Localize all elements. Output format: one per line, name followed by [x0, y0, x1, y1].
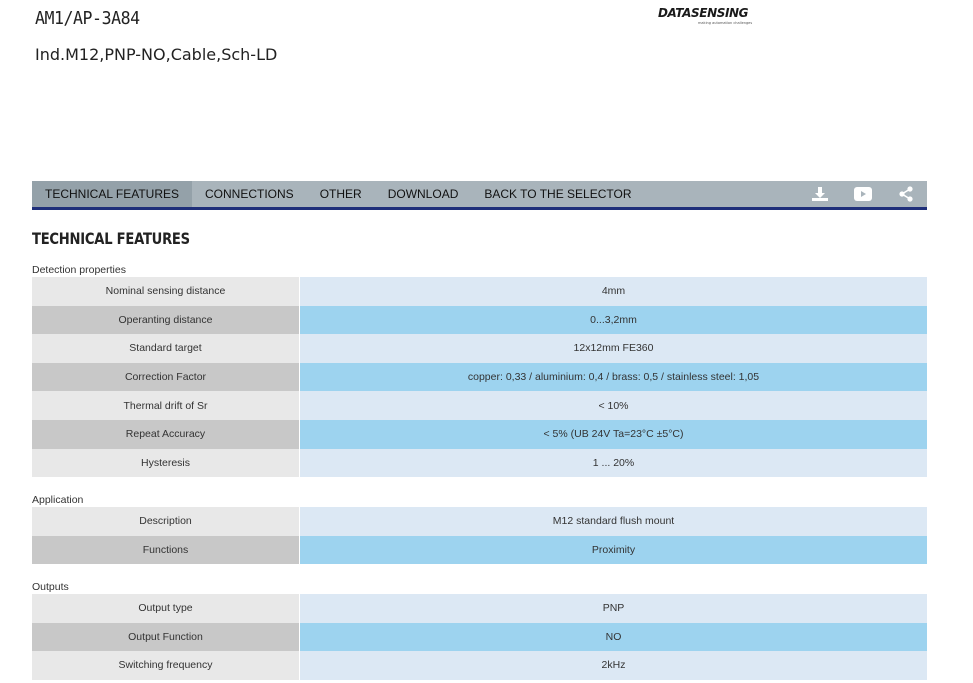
group-label-outputs: Outputs	[32, 581, 69, 593]
table-row: Correction Factor copper: 0,33 / alumini…	[32, 362, 927, 392]
row-name: Switching frequency	[32, 651, 300, 680]
tab-icon-group	[798, 181, 927, 207]
detection-table: Nominal sensing distance 4mm Operanting …	[32, 277, 927, 478]
tab-connections[interactable]: CONNECTIONS	[205, 187, 294, 201]
row-value: copper: 0,33 / aluminium: 0,4 / brass: 0…	[300, 362, 927, 392]
tab-back-to-selector[interactable]: BACK TO THE SELECTOR	[484, 187, 632, 201]
table-row: Thermal drift of Sr < 10%	[32, 391, 927, 420]
row-value: < 5% (UB 24V Ta=23°C ±5°C)	[300, 419, 927, 449]
row-name: Repeat Accuracy	[32, 419, 300, 449]
row-value: < 10%	[300, 391, 927, 420]
row-value: M12 standard flush mount	[300, 507, 927, 536]
row-value: 12x12mm FE360	[300, 334, 927, 363]
download-icon[interactable]	[798, 181, 841, 207]
table-row: Description M12 standard flush mount	[32, 507, 927, 536]
table-row: Functions Proximity	[32, 535, 927, 565]
row-name: Nominal sensing distance	[32, 277, 300, 306]
row-name: Hysteresis	[32, 448, 300, 478]
row-name: Correction Factor	[32, 362, 300, 392]
youtube-icon[interactable]	[841, 181, 884, 207]
application-table: Description M12 standard flush mount Fun…	[32, 507, 927, 565]
product-code: AM1/AP-3A84	[35, 8, 140, 29]
table-row: Nominal sensing distance 4mm	[32, 277, 927, 306]
datasensing-logo[interactable]: DATASENSING making automation challenges	[658, 6, 753, 28]
table-row: Output Function NO	[32, 622, 927, 652]
tab-other[interactable]: OTHER	[319, 187, 362, 201]
row-name: Functions	[32, 535, 300, 565]
table-row: Hysteresis 1 ... 20%	[32, 448, 927, 478]
group-label-application: Application	[32, 494, 84, 506]
logo-text: DATASENSING	[658, 6, 749, 20]
row-name: Output Function	[32, 622, 300, 652]
group-label-detection: Detection properties	[32, 264, 126, 276]
table-row: Repeat Accuracy < 5% (UB 24V Ta=23°C ±5°…	[32, 419, 927, 449]
logo-tagline: making automation challenges	[698, 21, 753, 25]
row-name: Thermal drift of Sr	[32, 391, 300, 420]
row-value: NO	[300, 622, 927, 652]
product-description: Ind.M12,PNP-NO,Cable,Sch-LD	[35, 45, 278, 64]
row-name: Standard target	[32, 334, 300, 363]
outputs-table: Output type PNP Output Function NO Switc…	[32, 594, 927, 680]
row-name: Operanting distance	[32, 305, 300, 335]
row-name: Output type	[32, 594, 300, 623]
row-value: 1 ... 20%	[300, 448, 927, 478]
table-row: Standard target 12x12mm FE360	[32, 334, 927, 363]
row-value: 2kHz	[300, 651, 927, 680]
row-value: PNP	[300, 594, 927, 623]
table-row: Output type PNP	[32, 594, 927, 623]
section-title: TECHNICAL FEATURES	[32, 229, 190, 248]
table-row: Switching frequency 2kHz	[32, 651, 927, 680]
row-value: 4mm	[300, 277, 927, 306]
table-row: Operanting distance 0...3,2mm	[32, 305, 927, 335]
tab-technical-features[interactable]: TECHNICAL FEATURES	[32, 181, 193, 207]
tab-bar: TECHNICAL FEATURES CONNECTIONS OTHER DOW…	[32, 181, 927, 210]
row-name: Description	[32, 507, 300, 536]
row-value: Proximity	[300, 535, 927, 565]
row-value: 0...3,2mm	[300, 305, 927, 335]
share-icon[interactable]	[884, 181, 927, 207]
tab-download[interactable]: DOWNLOAD	[387, 187, 459, 201]
